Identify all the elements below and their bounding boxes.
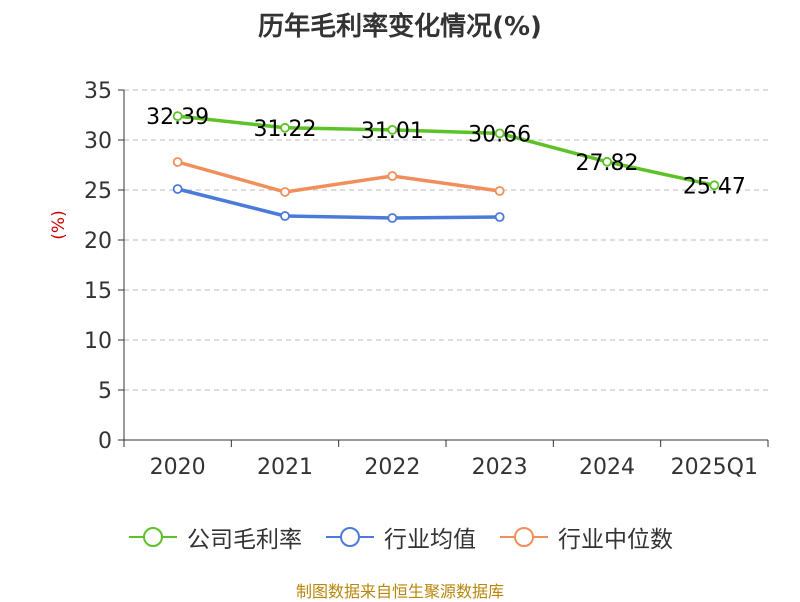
data-point — [172, 184, 183, 194]
data-point — [172, 157, 183, 167]
x-tick-label: 2025Q1 — [671, 455, 758, 480]
data-point — [280, 211, 290, 221]
data-point — [280, 122, 290, 133]
data-point — [280, 187, 290, 197]
legend-item[interactable]: 行业中位数 — [498, 520, 673, 554]
series-line — [177, 187, 500, 220]
data-point — [387, 124, 398, 135]
x-tick-label: 2023 — [472, 455, 528, 480]
data-point — [387, 171, 398, 181]
legend-marker-icon — [326, 527, 374, 547]
x-tick-label: 2020 — [150, 455, 206, 480]
data-label: 25.47 — [683, 174, 746, 199]
source-note: 制图数据来自恒生聚源数据库 — [295, 582, 504, 601]
y-tick-label: 35 — [84, 79, 112, 104]
data-label: 27.82 — [576, 151, 639, 176]
y-tick-label: 0 — [98, 429, 112, 454]
y-tick-label: 25 — [84, 179, 112, 204]
x-tick-label: 2021 — [257, 455, 313, 480]
legend-item[interactable]: 公司毛利率 — [127, 520, 302, 554]
data-point — [172, 111, 183, 121]
data-point — [494, 128, 505, 139]
data-point — [709, 180, 720, 191]
y-tick-label: 5 — [98, 379, 112, 404]
y-tick-label: 10 — [84, 329, 112, 354]
series-line — [177, 114, 715, 188]
data-label: 32.39 — [146, 105, 209, 130]
legend-label: 行业均值 — [384, 527, 476, 553]
data-point — [494, 212, 505, 222]
legend-item[interactable]: 行业均值 — [324, 520, 476, 554]
y-axis-label: (%) — [49, 210, 69, 239]
y-tick-label: 30 — [84, 129, 112, 154]
data-point — [387, 213, 398, 223]
series-line — [177, 160, 500, 194]
legend-label: 公司毛利率 — [187, 527, 302, 553]
data-point — [494, 186, 505, 196]
x-tick-label: 2024 — [579, 455, 635, 480]
y-tick-label: 20 — [84, 229, 112, 254]
legend-label: 行业中位数 — [558, 527, 673, 553]
data-label: 31.22 — [254, 117, 317, 142]
x-tick-label: 2022 — [364, 455, 420, 480]
data-label: 31.01 — [361, 119, 424, 144]
legend-marker-icon — [129, 527, 177, 547]
data-point — [602, 156, 612, 167]
legend-marker-icon — [500, 527, 548, 547]
y-tick-label: 15 — [84, 279, 112, 304]
data-label: 30.66 — [468, 122, 531, 147]
legend: 公司毛利率 行业均值 行业中位数 — [0, 520, 800, 554]
chart-title: 历年毛利率变化情况(%) — [258, 12, 542, 42]
